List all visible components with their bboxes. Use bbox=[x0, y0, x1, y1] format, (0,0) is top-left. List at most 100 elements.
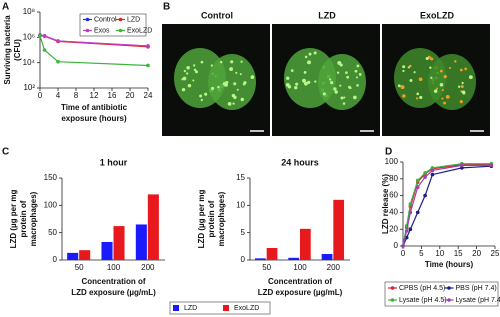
y-axis-label: macrophages) bbox=[217, 191, 226, 246]
series-line bbox=[402, 165, 492, 247]
particle bbox=[204, 92, 208, 96]
x-tick-label: 8 bbox=[74, 91, 79, 100]
x-tick-label: 100 bbox=[293, 263, 307, 272]
bar bbox=[67, 252, 79, 260]
particle bbox=[336, 71, 340, 74]
bar bbox=[101, 241, 113, 260]
particle bbox=[443, 101, 447, 105]
bar bbox=[147, 194, 159, 260]
particle bbox=[225, 81, 228, 84]
particle bbox=[240, 60, 243, 63]
panel-label: C bbox=[2, 147, 9, 158]
particle bbox=[460, 84, 464, 88]
y-tick-label: 10⁸ bbox=[23, 7, 35, 16]
particle bbox=[232, 102, 235, 105]
particle bbox=[236, 88, 239, 91]
particle bbox=[449, 66, 452, 69]
data-point bbox=[423, 193, 427, 198]
legend-label: LZD bbox=[184, 305, 197, 312]
x-tick-label: 4 bbox=[56, 91, 61, 100]
particle bbox=[439, 69, 443, 73]
particle bbox=[418, 77, 423, 82]
particle bbox=[461, 81, 464, 85]
particle bbox=[340, 96, 344, 100]
particle bbox=[349, 86, 352, 90]
particle bbox=[430, 57, 434, 61]
data-point bbox=[42, 48, 47, 52]
y-tick-label: 10² bbox=[23, 83, 35, 92]
y-tick-label: 20 bbox=[389, 224, 398, 233]
particle bbox=[443, 74, 447, 79]
legend-marker bbox=[118, 17, 123, 22]
particle bbox=[290, 69, 294, 73]
particle bbox=[239, 73, 242, 76]
particle bbox=[211, 86, 215, 91]
legend-label: Lysate (pH 7.4) bbox=[456, 297, 500, 304]
x-tick-label: 10 bbox=[435, 249, 444, 258]
particle bbox=[430, 76, 433, 79]
data-point bbox=[430, 166, 435, 170]
particle bbox=[313, 51, 317, 55]
particle bbox=[181, 88, 186, 92]
cell bbox=[208, 54, 256, 110]
x-tick-label: 20 bbox=[126, 91, 135, 100]
bar bbox=[321, 253, 333, 260]
legend-marker bbox=[447, 286, 451, 290]
x-tick-label: 0 bbox=[401, 249, 406, 258]
particle bbox=[461, 90, 466, 95]
particle bbox=[192, 64, 196, 67]
x-tick-label: 5 bbox=[419, 249, 424, 258]
particle bbox=[409, 79, 413, 82]
particle bbox=[441, 97, 444, 100]
particle bbox=[353, 95, 357, 100]
x-axis-label: Concentration of bbox=[82, 277, 146, 286]
y-axis-label: macrophages) bbox=[29, 191, 38, 246]
bar bbox=[266, 247, 278, 260]
data-point bbox=[460, 166, 464, 170]
series-line bbox=[39, 34, 149, 47]
data-point bbox=[423, 175, 427, 179]
particle bbox=[302, 78, 306, 83]
y-tick-label: 10⁶ bbox=[23, 32, 35, 41]
particle bbox=[425, 56, 429, 61]
x-axis-label: Time of antibiotic bbox=[61, 103, 128, 112]
particle bbox=[322, 92, 326, 96]
legend-marker bbox=[390, 298, 395, 302]
y-axis-label: protein of bbox=[19, 200, 28, 237]
particle bbox=[334, 90, 338, 94]
y-axis-label: LZD release (%) bbox=[381, 174, 390, 234]
particle bbox=[287, 85, 292, 89]
particle bbox=[304, 81, 308, 86]
particle bbox=[439, 83, 444, 87]
particle bbox=[416, 92, 420, 96]
legend-marker bbox=[85, 28, 90, 33]
particle bbox=[219, 60, 223, 64]
data-point bbox=[56, 59, 60, 64]
legend-box bbox=[169, 301, 271, 315]
chart-title: 1 hour bbox=[100, 157, 128, 167]
particle bbox=[230, 60, 234, 64]
particle bbox=[307, 80, 311, 84]
particle bbox=[354, 69, 358, 73]
data-point bbox=[146, 63, 150, 68]
particle bbox=[457, 85, 461, 88]
chart-title: 24 hours bbox=[281, 157, 319, 167]
y-tick-label: 60 bbox=[389, 191, 398, 200]
particle bbox=[397, 84, 401, 88]
particle bbox=[402, 65, 406, 69]
x-tick-label: 200 bbox=[327, 263, 341, 272]
particle bbox=[415, 97, 419, 100]
y-axis-label: (CFU) bbox=[13, 39, 22, 61]
legend-box bbox=[79, 13, 147, 37]
x-tick-label: 200 bbox=[141, 263, 155, 272]
data-point bbox=[460, 163, 464, 168]
data-point bbox=[401, 244, 405, 248]
legend-label: Exos bbox=[94, 27, 110, 34]
x-tick-label: 12 bbox=[90, 91, 99, 100]
particle bbox=[229, 67, 234, 71]
particle bbox=[193, 68, 197, 72]
series-line bbox=[402, 163, 492, 247]
particle bbox=[233, 82, 237, 86]
particle bbox=[355, 76, 359, 79]
